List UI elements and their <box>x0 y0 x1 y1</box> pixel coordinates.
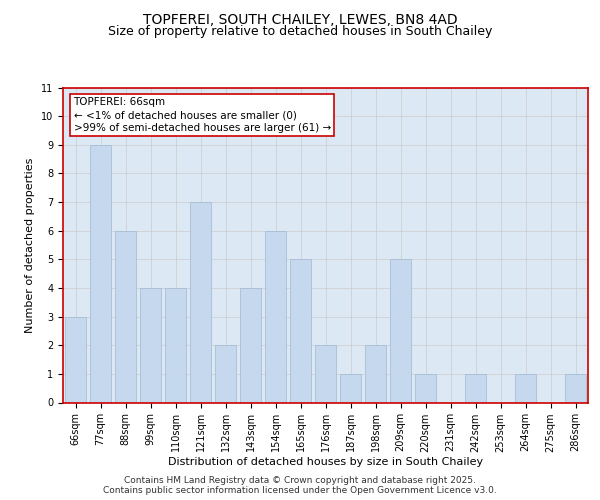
Bar <box>90 145 111 403</box>
Bar <box>265 230 286 402</box>
Bar <box>415 374 436 402</box>
Bar <box>465 374 486 402</box>
Text: TOPFEREI, SOUTH CHAILEY, LEWES, BN8 4AD: TOPFEREI, SOUTH CHAILEY, LEWES, BN8 4AD <box>143 12 457 26</box>
Bar <box>315 345 336 403</box>
Bar <box>215 345 236 403</box>
Bar <box>65 316 86 402</box>
Bar <box>515 374 536 402</box>
Bar <box>565 374 586 402</box>
Bar <box>165 288 186 403</box>
Bar <box>365 345 386 403</box>
Bar <box>390 260 411 402</box>
Y-axis label: Number of detached properties: Number of detached properties <box>25 158 35 332</box>
Bar <box>340 374 361 402</box>
Text: Size of property relative to detached houses in South Chailey: Size of property relative to detached ho… <box>108 25 492 38</box>
Bar <box>240 288 261 403</box>
Text: Contains HM Land Registry data © Crown copyright and database right 2025.
Contai: Contains HM Land Registry data © Crown c… <box>103 476 497 495</box>
Bar <box>190 202 211 402</box>
X-axis label: Distribution of detached houses by size in South Chailey: Distribution of detached houses by size … <box>168 458 483 468</box>
Text: TOPFEREI: 66sqm
← <1% of detached houses are smaller (0)
>99% of semi-detached h: TOPFEREI: 66sqm ← <1% of detached houses… <box>74 97 331 134</box>
Bar <box>115 230 136 402</box>
Bar <box>140 288 161 403</box>
Bar <box>290 260 311 402</box>
